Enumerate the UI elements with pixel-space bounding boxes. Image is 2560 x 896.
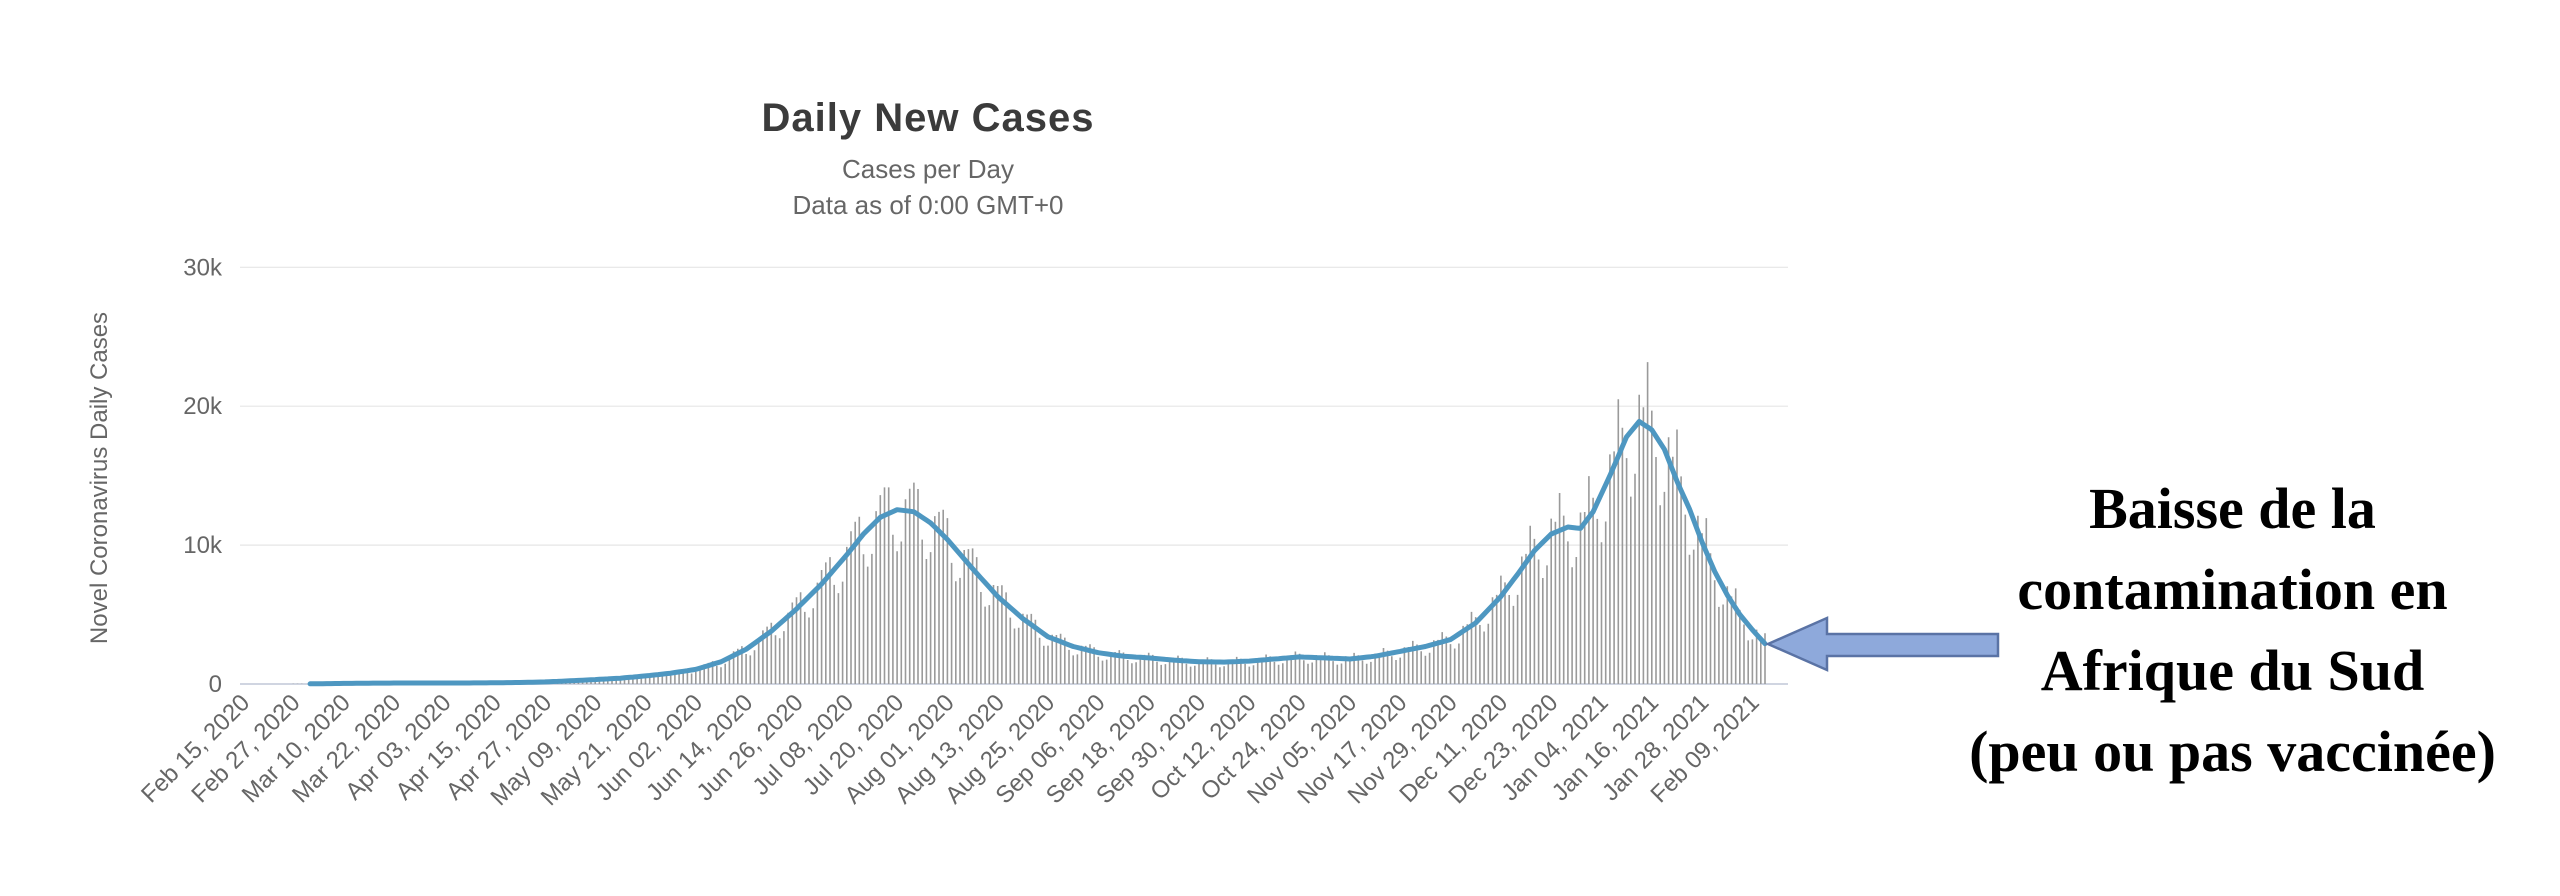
annotation-line-2: contamination en <box>2017 557 2448 622</box>
chart-subtitle-line2: Data as of 0:00 GMT+0 <box>792 190 1064 220</box>
chart-title: Daily New Cases <box>761 96 1095 140</box>
annotation-line-1: Baisse de la <box>2089 476 2376 541</box>
annotation-block: Baisse de la contamination en Afrique du… <box>1905 468 2560 792</box>
svg-text:20k: 20k <box>183 393 223 420</box>
daily-cases-bars <box>292 362 1766 684</box>
svg-text:10k: 10k <box>183 532 223 559</box>
svg-text:30k: 30k <box>183 254 223 281</box>
seven-day-average-line <box>307 419 1768 687</box>
annotation-line-3: Afrique du Sud <box>2040 638 2425 703</box>
y-axis-labels: 0 10k 20k 30k <box>183 254 223 698</box>
annotation-line-4: (peu ou pas vaccinée) <box>1969 719 2496 784</box>
y-axis-title: Novel Coronavirus Daily Cases <box>86 311 113 645</box>
svg-text:0: 0 <box>209 671 222 698</box>
chart-subtitle-line1: Cases per Day <box>842 154 1014 184</box>
left-arrow-icon <box>1758 608 2008 678</box>
